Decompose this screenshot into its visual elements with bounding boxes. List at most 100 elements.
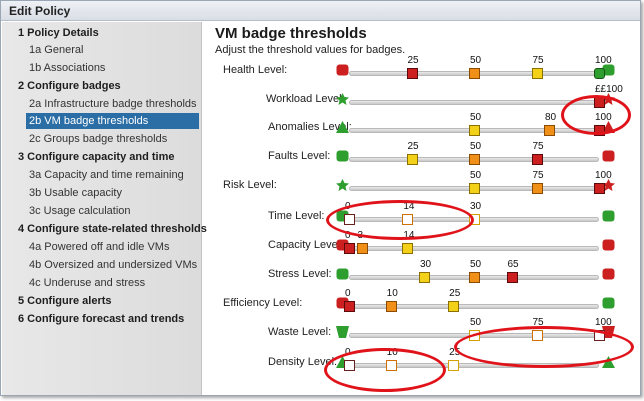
threshold-marker[interactable]	[344, 301, 355, 312]
threshold-marker[interactable]	[531, 183, 543, 194]
left-end-icon	[336, 179, 349, 191]
nav-item-infrastructure-badge-thresholds[interactable]: 2a Infrastructure badge thresholds	[29, 98, 197, 110]
threshold-value: 75	[532, 317, 544, 328]
threshold-marker[interactable]	[344, 243, 355, 254]
slider-label: Time Level:	[268, 210, 325, 222]
slider-label: Density Level:	[268, 356, 338, 368]
nav-item-associations[interactable]: 1b Associations	[29, 62, 106, 74]
threshold-marker[interactable]	[469, 183, 480, 194]
threshold-value: 50	[470, 141, 482, 152]
threshold-value: 75	[532, 141, 544, 152]
threshold-marker[interactable]	[594, 330, 605, 341]
right-end-icon	[602, 150, 615, 162]
threshold-marker[interactable]	[448, 301, 460, 312]
threshold-marker[interactable]	[544, 125, 555, 136]
threshold-marker[interactable]	[402, 243, 414, 254]
nav-item-oversized-undersized[interactable]: 4b Oversized and undersized VMs	[29, 259, 198, 271]
threshold-value: 75	[532, 55, 544, 66]
threshold-value: 0	[345, 201, 351, 212]
slider-label: Health Level:	[223, 64, 288, 76]
threshold-value: 25	[449, 347, 461, 358]
nav-item-underuse-and-stress[interactable]: 4c Underuse and stress	[29, 277, 146, 289]
right-end-icon	[602, 179, 615, 191]
left-end-icon	[336, 121, 349, 133]
nav-section-configure-badges[interactable]: 2 Configure badges	[18, 80, 121, 92]
page-title: VM badge thresholds	[215, 25, 367, 42]
threshold-marker[interactable]	[469, 330, 480, 341]
threshold-value: 30	[470, 201, 482, 212]
threshold-marker[interactable]	[531, 330, 543, 341]
slider-label: Anomalies Level:	[268, 121, 352, 133]
threshold-value: 50	[470, 170, 482, 181]
threshold-marker[interactable]	[594, 183, 605, 194]
threshold-marker[interactable]	[594, 68, 605, 79]
nav-section-forecast-and-trends[interactable]: 6 Configure forecast and trends	[18, 313, 185, 325]
threshold-marker[interactable]	[469, 154, 480, 165]
sidebar: 1 Policy Details 1a General 1b Associati…	[2, 22, 207, 395]
threshold-value: 100	[595, 170, 612, 181]
threshold-marker[interactable]	[344, 214, 355, 225]
threshold-marker[interactable]	[594, 125, 605, 136]
threshold-value: 25	[407, 55, 419, 66]
threshold-marker[interactable]	[406, 154, 418, 165]
threshold-marker[interactable]	[402, 214, 414, 225]
threshold-value: 100	[595, 317, 612, 328]
threshold-slider-track[interactable]	[349, 246, 599, 251]
threshold-marker[interactable]	[344, 360, 355, 371]
nav-section-capacity-and-time[interactable]: 3 Configure capacity and time	[18, 151, 175, 163]
threshold-marker[interactable]	[469, 272, 480, 283]
slider-label: Stress Level:	[268, 268, 332, 280]
right-end-icon	[602, 121, 615, 133]
threshold-marker[interactable]	[406, 68, 418, 79]
threshold-marker[interactable]	[469, 214, 480, 225]
left-end-icon	[336, 93, 349, 105]
threshold-value: 65	[507, 259, 519, 270]
nav-item-general[interactable]: 1a General	[29, 44, 84, 56]
threshold-value: 100	[595, 112, 612, 123]
nav-item-powered-off-idle[interactable]: 4a Powered off and idle VMs	[29, 241, 170, 253]
nav-item-vm-badge-thresholds[interactable]: 2b VM badge thresholds	[26, 113, 199, 129]
threshold-marker[interactable]	[385, 301, 397, 312]
threshold-value: 50	[470, 112, 482, 123]
threshold-value: 14	[403, 230, 415, 241]
right-end-icon	[602, 239, 615, 251]
threshold-value: 80	[545, 112, 557, 123]
threshold-slider-track[interactable]	[349, 100, 599, 105]
threshold-marker[interactable]	[469, 125, 480, 136]
right-end-icon	[602, 297, 615, 309]
threshold-value: 25	[449, 288, 461, 299]
nav-item-groups-badge-thresholds[interactable]: 2c Groups badge thresholds	[29, 133, 168, 145]
threshold-marker[interactable]	[506, 272, 518, 283]
threshold-value: 3	[357, 230, 364, 241]
threshold-value: 100	[595, 55, 612, 66]
slider-label: Workload Level:	[266, 93, 345, 105]
threshold-value: 50	[470, 317, 482, 328]
left-end-icon	[336, 326, 349, 338]
threshold-marker[interactable]	[531, 68, 543, 79]
nav-section-policy-details[interactable]: 1 Policy Details	[18, 27, 99, 39]
threshold-value: 75	[532, 170, 544, 181]
slider-label: Faults Level:	[268, 150, 331, 162]
nav-item-usable-capacity[interactable]: 3b Usable capacity	[29, 187, 122, 199]
left-end-icon	[336, 268, 349, 280]
threshold-marker[interactable]	[356, 243, 368, 254]
threshold-value: 0	[345, 288, 351, 299]
threshold-marker[interactable]	[385, 360, 397, 371]
slider-label: Capacity Level:	[268, 239, 344, 251]
main-content: VM badge thresholds Adjust the threshold…	[206, 22, 641, 395]
right-end-icon	[602, 210, 615, 222]
nav-item-capacity-and-time-remaining[interactable]: 3a Capacity and time remaining	[29, 169, 184, 181]
right-end-icon	[602, 326, 615, 338]
nav-section-configure-alerts[interactable]: 5 Configure alerts	[18, 295, 112, 307]
threshold-marker[interactable]	[419, 272, 430, 283]
right-end-icon	[602, 356, 615, 368]
threshold-value: 25	[407, 141, 419, 152]
nav-item-usage-calculation[interactable]: 3c Usage calculation	[29, 205, 131, 217]
threshold-marker[interactable]	[469, 68, 480, 79]
nav-section-state-related-thresholds[interactable]: 4 Configure state-related thresholds	[18, 223, 207, 235]
threshold-marker[interactable]	[531, 154, 543, 165]
threshold-marker[interactable]	[594, 97, 605, 108]
threshold-marker[interactable]	[448, 360, 460, 371]
right-end-icon	[602, 64, 615, 76]
